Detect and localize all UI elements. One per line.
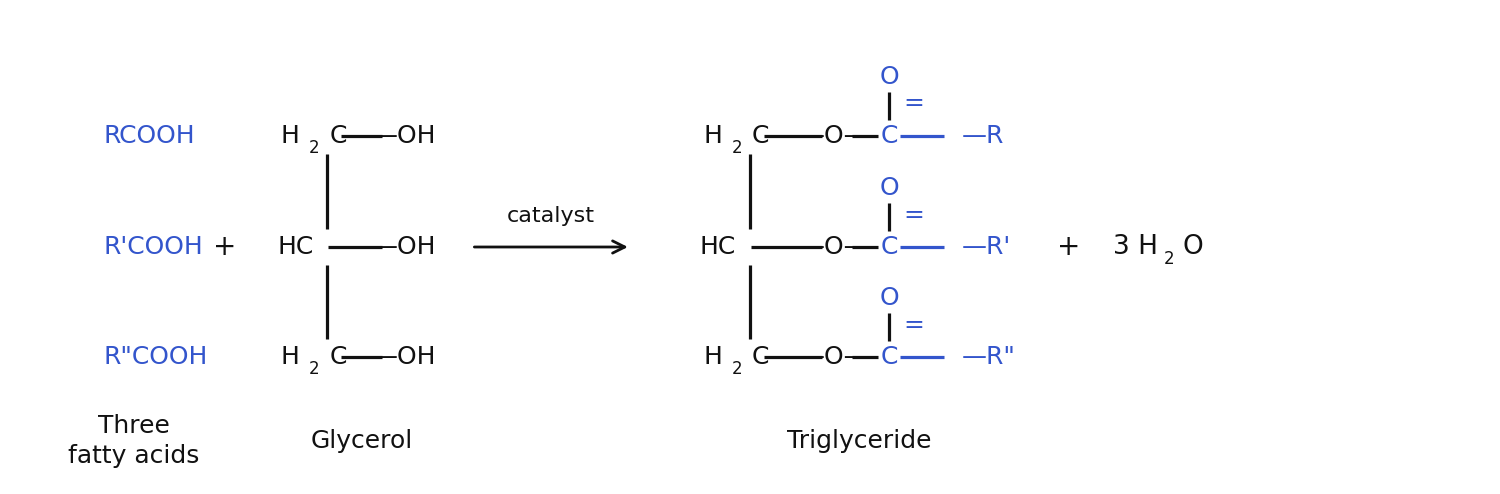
Text: C: C bbox=[330, 345, 346, 369]
Text: HC: HC bbox=[278, 235, 314, 259]
Text: O: O bbox=[879, 65, 898, 89]
Text: catalyst: catalyst bbox=[507, 206, 596, 226]
Text: —O—: —O— bbox=[800, 124, 870, 148]
Text: O: O bbox=[879, 176, 898, 200]
Text: O: O bbox=[1182, 234, 1203, 260]
Text: 2: 2 bbox=[309, 139, 320, 157]
Text: 2: 2 bbox=[732, 139, 742, 157]
Text: R"COOH: R"COOH bbox=[104, 345, 209, 369]
Text: +: + bbox=[213, 233, 237, 261]
Text: =: = bbox=[903, 313, 924, 337]
Text: H: H bbox=[704, 124, 722, 148]
Text: 3 H: 3 H bbox=[1113, 234, 1158, 260]
Text: C: C bbox=[752, 124, 770, 148]
Text: 2: 2 bbox=[732, 360, 742, 378]
Text: O: O bbox=[879, 286, 898, 310]
Text: HC: HC bbox=[700, 235, 736, 259]
Text: —R: —R bbox=[962, 124, 1004, 148]
Text: H: H bbox=[280, 124, 300, 148]
Text: Triglyceride: Triglyceride bbox=[788, 429, 932, 453]
Text: —O—: —O— bbox=[800, 235, 870, 259]
Text: H: H bbox=[704, 345, 722, 369]
Text: —OH: —OH bbox=[374, 124, 436, 148]
Text: —OH: —OH bbox=[374, 345, 436, 369]
Text: RCOOH: RCOOH bbox=[104, 124, 195, 148]
Text: 2: 2 bbox=[309, 360, 320, 378]
Text: 2: 2 bbox=[1164, 250, 1174, 268]
Text: —O—: —O— bbox=[800, 345, 870, 369]
Text: C: C bbox=[752, 345, 770, 369]
Text: C: C bbox=[880, 124, 898, 148]
Text: C: C bbox=[330, 124, 346, 148]
Text: =: = bbox=[903, 203, 924, 227]
Text: R'COOH: R'COOH bbox=[104, 235, 204, 259]
Text: =: = bbox=[903, 91, 924, 116]
Text: H: H bbox=[280, 345, 300, 369]
Text: —R": —R" bbox=[962, 345, 1016, 369]
Text: —OH: —OH bbox=[374, 235, 436, 259]
Text: Three
fatty acids: Three fatty acids bbox=[68, 414, 200, 467]
Text: +: + bbox=[1056, 233, 1080, 261]
Text: C: C bbox=[880, 235, 898, 259]
Text: —R': —R' bbox=[962, 235, 1011, 259]
Text: Glycerol: Glycerol bbox=[310, 429, 414, 453]
Text: C: C bbox=[880, 345, 898, 369]
